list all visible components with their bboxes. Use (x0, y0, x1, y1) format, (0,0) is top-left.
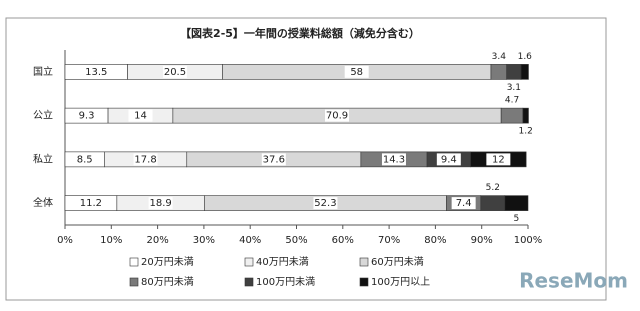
label-background (486, 153, 511, 166)
data-label: 70.9 (326, 111, 348, 122)
x-tick-label: 30% (193, 235, 215, 246)
data-label: 13.5 (85, 67, 107, 78)
y-tick-label: 全体 (33, 196, 53, 209)
x-tick-label: 50% (285, 235, 307, 246)
x-tick-label: 70% (378, 235, 400, 246)
data-label: 9.4 (441, 154, 457, 165)
bar-segment (504, 195, 529, 211)
legend-swatch (244, 257, 254, 267)
data-label: 4.7 (505, 96, 519, 106)
label-background (133, 153, 158, 166)
y-tick-label: 私立 (33, 152, 53, 165)
legend-label: 60万円未満 (371, 256, 424, 268)
data-label: 14 (134, 111, 147, 122)
bar-segment (520, 64, 529, 80)
data-label: 3.1 (507, 83, 521, 93)
legend-label: 80万円未満 (141, 276, 194, 288)
y-tick-label: 公立 (33, 109, 53, 122)
x-tick-label: 40% (239, 235, 261, 246)
label-background (451, 197, 476, 210)
legend-swatch (129, 277, 139, 287)
label-background (261, 153, 286, 166)
bar-segment (480, 195, 506, 211)
legend-swatch (244, 277, 254, 287)
legend-label: 20万円未満 (141, 256, 194, 268)
data-label: 18.9 (149, 198, 171, 209)
x-tick-label: 80% (424, 235, 446, 246)
data-label: 37.6 (263, 154, 285, 165)
legend-label: 100万円未満 (256, 276, 315, 288)
data-label: 17.8 (134, 154, 156, 165)
data-label: 3.4 (492, 52, 507, 62)
label-background (162, 65, 187, 78)
label-background (325, 109, 350, 122)
chart-title: 【図表2-5】一年間の授業料総額（減免分含む） (180, 26, 420, 40)
data-label: 5 (514, 214, 520, 224)
data-label: 52.3 (314, 198, 336, 209)
legend-swatch (359, 257, 369, 267)
bar-segment (506, 64, 522, 80)
legend-swatch (129, 257, 139, 267)
label-background (344, 65, 369, 78)
data-label: 14.3 (383, 154, 405, 165)
label-background (313, 197, 338, 210)
legend-swatch (359, 277, 369, 287)
label-background (78, 197, 103, 210)
label-background (128, 109, 153, 122)
label-background (74, 109, 99, 122)
x-tick-label: 20% (146, 235, 168, 246)
label-background (148, 197, 173, 210)
data-label: 12 (492, 154, 505, 165)
x-tick-label: 0% (57, 235, 73, 246)
data-label: 1.2 (519, 127, 533, 137)
bar-segment (522, 107, 529, 124)
bar-segment (490, 64, 508, 80)
label-background (436, 153, 461, 166)
data-label: 58 (350, 67, 363, 78)
x-tick-label: 60% (332, 235, 354, 246)
data-label: 5.2 (486, 183, 500, 193)
legend-label: 100万円以上 (371, 276, 430, 288)
x-tick-label: 100% (514, 235, 543, 246)
x-tick-label: 10% (100, 235, 122, 246)
bar-segment (500, 107, 524, 124)
data-label: 8.5 (77, 154, 93, 165)
watermark: ReseMom (519, 269, 628, 293)
y-tick-label: 国立 (33, 65, 53, 78)
label-background (381, 153, 406, 166)
legend-label: 40万円未満 (256, 256, 309, 268)
data-label: 11.2 (80, 198, 102, 209)
data-label: 20.5 (164, 67, 186, 78)
label-background (72, 153, 97, 166)
data-label: 1.6 (518, 52, 533, 62)
x-tick-label: 90% (471, 235, 493, 246)
data-label: 9.3 (79, 111, 95, 122)
data-label: 7.4 (456, 198, 472, 209)
label-background (84, 65, 109, 78)
